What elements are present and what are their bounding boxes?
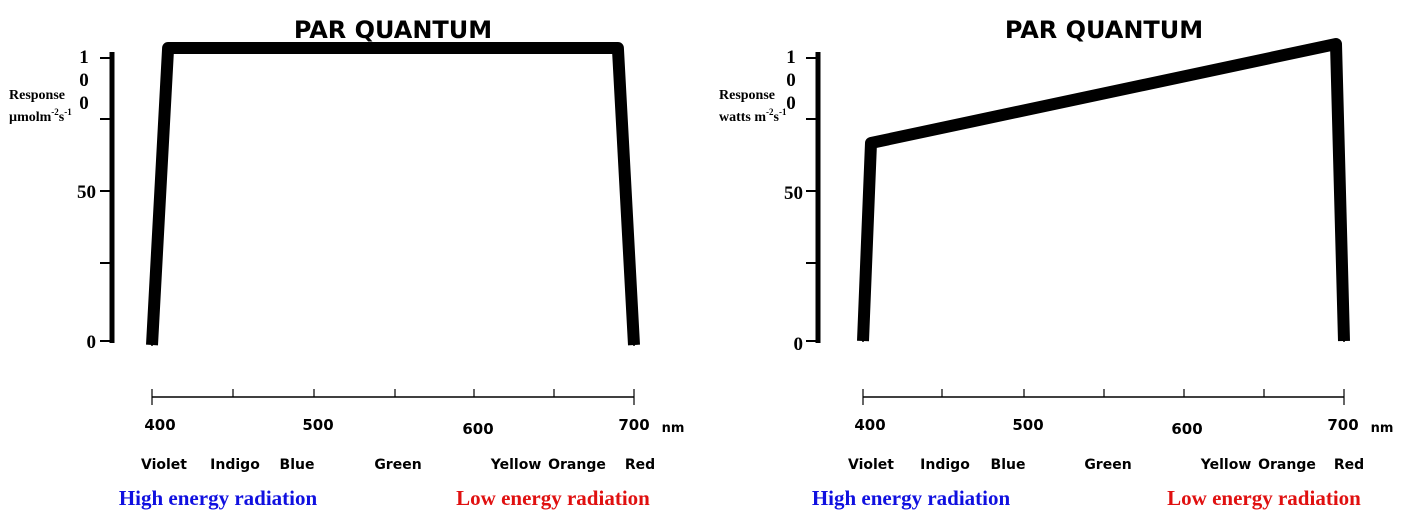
chart-left: PAR QUANTUM 0 50 1 0 0 Response µmolm-2s…	[9, 16, 684, 510]
response-line	[146, 42, 640, 346]
x-tick-label: 400	[854, 416, 885, 434]
series-group	[857, 38, 1350, 342]
x-tick-label: 600	[462, 420, 493, 438]
y-tick-label: 0	[786, 93, 796, 114]
color-label-violet: Violet	[141, 457, 187, 473]
data-point	[151, 344, 153, 346]
color-label-red: Red	[625, 457, 655, 473]
color-label-indigo: Indigo	[920, 457, 970, 473]
y-axis-unit: µmolm-2s-1	[9, 107, 72, 125]
color-label-orange: Orange	[548, 457, 606, 473]
high-energy-label: High energy radiation	[119, 486, 318, 510]
x-tick-label: 600	[1171, 420, 1202, 438]
y-tick-label: 50	[77, 182, 96, 203]
color-label-violet: Violet	[848, 457, 894, 473]
x-tick-label: 700	[1327, 416, 1358, 434]
y-tick-label: 0	[79, 70, 89, 91]
high-energy-label: High energy radiation	[812, 486, 1011, 510]
x-minor-ticks	[151, 389, 635, 405]
x-tick-label: 400	[144, 416, 175, 434]
low-energy-label: Low energy radiation	[1167, 486, 1361, 510]
data-point	[870, 142, 872, 144]
y-tick-label: 1	[786, 47, 796, 68]
data-point	[167, 47, 170, 49]
chart-title: PAR QUANTUM	[1005, 16, 1203, 44]
chart-title: PAR QUANTUM	[294, 16, 492, 44]
y-tick-label: 0	[79, 93, 89, 114]
x-tick-label: 500	[1012, 416, 1043, 434]
data-point	[1343, 340, 1345, 342]
y-axis-unit: watts m-2s-1	[719, 107, 787, 125]
series-group	[146, 42, 640, 346]
x-unit-label: nm	[662, 421, 685, 436]
x-tick-label: 500	[302, 416, 333, 434]
y-tick-label: 1	[79, 47, 89, 68]
color-label-blue: Blue	[991, 457, 1026, 473]
y-tick-label: 50	[784, 183, 803, 204]
y-tick-label: 0	[786, 70, 796, 91]
data-point	[862, 340, 864, 342]
y-tick-label: 0	[794, 334, 804, 355]
response-line	[857, 38, 1350, 342]
x-tick-label: 700	[618, 416, 649, 434]
color-label-green: Green	[1084, 457, 1131, 473]
color-label-yellow: Yellow	[1200, 457, 1252, 473]
x-unit-label: nm	[1371, 421, 1394, 436]
y-axis-label: Response	[9, 88, 65, 103]
y-axis-label: Response	[719, 88, 775, 103]
x-minor-ticks	[862, 389, 1345, 405]
color-label-blue: Blue	[280, 457, 315, 473]
color-label-orange: Orange	[1258, 457, 1316, 473]
low-energy-label: Low energy radiation	[456, 486, 650, 510]
data-point	[616, 47, 619, 49]
color-label-red: Red	[1334, 457, 1364, 473]
color-label-indigo: Indigo	[210, 457, 260, 473]
chart-right: PAR QUANTUM 0 50 1 0 0 Response watts m-…	[719, 16, 1393, 510]
color-label-yellow: Yellow	[490, 457, 542, 473]
data-point	[1335, 43, 1337, 45]
data-point	[633, 344, 635, 346]
y-tick-label: 0	[87, 332, 97, 353]
color-label-green: Green	[374, 457, 421, 473]
